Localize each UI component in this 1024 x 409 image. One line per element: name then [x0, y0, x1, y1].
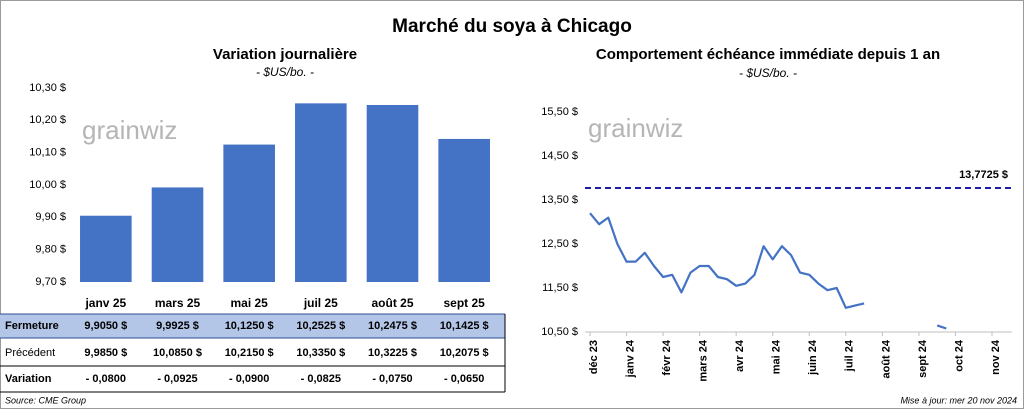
bar	[295, 103, 347, 282]
price-line	[589, 212, 947, 330]
y-tick-label: 10,00 $	[29, 179, 66, 191]
chart-title: Variation journalière	[213, 46, 357, 63]
x-tick-label: juin 24	[807, 339, 819, 376]
table-cell: 10,3350 $	[296, 347, 345, 359]
source: Source: CME Group	[5, 395, 86, 405]
table-cell: 10,2475 $	[368, 320, 417, 332]
table-cell: 9,9850 $	[84, 347, 127, 359]
row-label: Précédent	[5, 347, 55, 359]
x-tick-label: août 24	[880, 339, 892, 378]
x-tick-label: sept 25	[443, 296, 485, 310]
table-cell: - 0,0650	[444, 373, 484, 385]
table-cell: - 0,0900	[229, 373, 269, 385]
x-tick-label: août 25	[371, 296, 413, 310]
reference-label: 13,7725 $	[959, 169, 1008, 181]
y-tick-label: 15,50 $	[541, 106, 578, 118]
row-highlight	[0, 314, 505, 338]
chart-title: Comportement échéance immédiate depuis 1…	[596, 46, 940, 63]
y-tick-label: 9,80 $	[35, 244, 66, 256]
y-tick-label: 10,50 $	[541, 326, 578, 338]
x-tick-label: janv 25	[84, 296, 126, 310]
table-cell: - 0,0750	[372, 373, 412, 385]
y-tick-label: 10,30 $	[29, 82, 66, 94]
logo: grainwiz	[82, 115, 177, 145]
bar	[223, 144, 275, 282]
x-tick-label: janv 24	[624, 339, 636, 378]
x-tick-label: nov 24	[990, 339, 1002, 375]
table-cell: 10,2525 $	[296, 320, 345, 332]
y-tick-label: 10,10 $	[29, 147, 66, 159]
y-tick-label: 10,20 $	[29, 114, 66, 126]
main-title: Marché du soya à Chicago	[392, 16, 632, 37]
x-tick-label: juil 25	[303, 296, 338, 310]
table-cell: 10,1250 $	[225, 320, 274, 332]
table-cell: 10,2075 $	[440, 347, 489, 359]
table-cell: - 0,0800	[86, 373, 126, 385]
y-tick-label: 9,70 $	[35, 276, 66, 288]
chart-unit: - $US/bo. -	[256, 65, 314, 79]
x-tick-label: juil 24	[844, 339, 856, 372]
x-tick-label: mai 24	[771, 339, 783, 374]
x-tick-label: mai 25	[230, 296, 268, 310]
x-tick-label: avr 24	[734, 339, 746, 372]
chart-unit: - $US/bo. -	[739, 66, 797, 80]
table-cell: 10,2150 $	[225, 347, 274, 359]
x-tick-label: oct 24	[953, 339, 965, 372]
table-cell: 9,9925 $	[156, 320, 199, 332]
x-tick-label: sept 24	[917, 339, 929, 378]
table-cell: 10,1425 $	[440, 320, 489, 332]
bar	[151, 187, 204, 282]
table-cell: - 0,0925	[157, 373, 197, 385]
x-tick-label: déc 23	[588, 340, 600, 374]
y-tick-label: 14,50 $	[541, 150, 578, 162]
x-tick-label: mars 24	[698, 339, 710, 381]
update-date: Mise à jour: mer 20 nov 2024	[900, 395, 1017, 405]
table-cell: 10,0850 $	[153, 347, 202, 359]
y-tick-label: 13,50 $	[541, 194, 578, 206]
row-label: Fermeture	[5, 320, 59, 332]
table-cell: 9,9050 $	[84, 320, 127, 332]
row-label: Variation	[5, 373, 52, 385]
x-tick-label: févr 24	[661, 339, 673, 375]
table-cell: - 0,0825	[301, 373, 341, 385]
bar	[80, 215, 132, 282]
y-tick-label: 12,50 $	[541, 238, 578, 250]
x-tick-label: mars 25	[155, 296, 201, 310]
table-cell: 10,3225 $	[368, 347, 417, 359]
bar	[366, 104, 419, 282]
y-tick-label: 11,50 $	[542, 282, 578, 294]
y-tick-label: 9,90 $	[35, 211, 66, 223]
logo: grainwiz	[588, 113, 683, 143]
bar	[438, 138, 490, 282]
